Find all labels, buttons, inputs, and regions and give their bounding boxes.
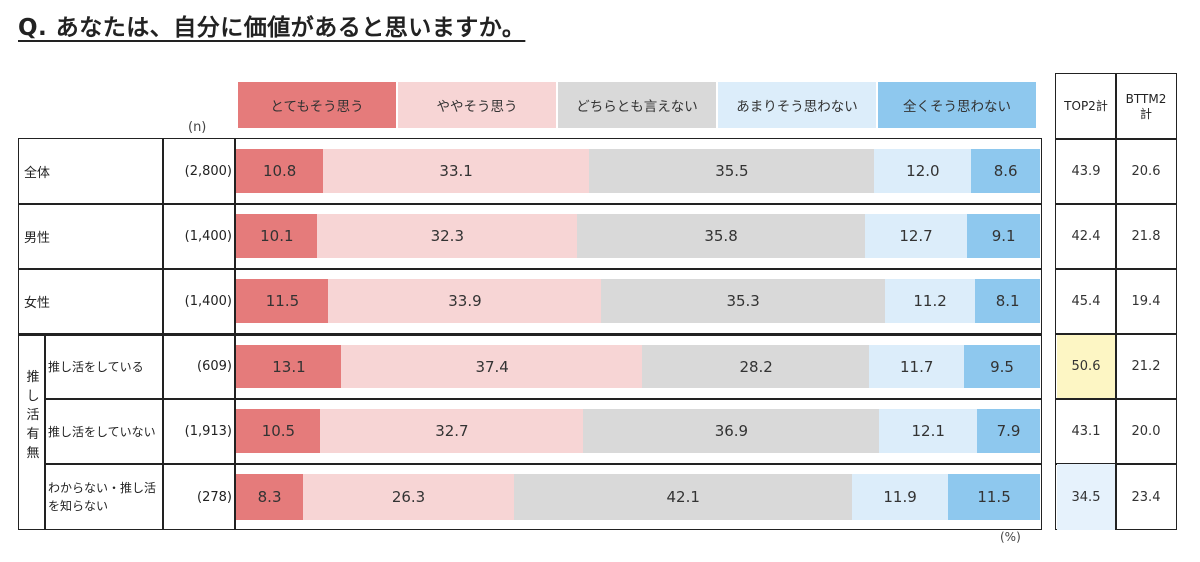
summary-row-divider — [1055, 138, 1177, 140]
top2-header: TOP2計 — [1064, 99, 1108, 113]
row-divider — [44, 463, 1042, 465]
legend-item-3: どちらとも言えない — [558, 82, 716, 128]
bttm2-value: 20.6 — [1131, 163, 1161, 179]
top2-value: 42.4 — [1071, 228, 1101, 244]
row-divider — [18, 333, 1042, 336]
row-n: (1,400) — [184, 293, 232, 309]
bar-segment: 12.1 — [879, 409, 978, 453]
bar-segment: 42.1 — [513, 474, 853, 520]
bar-segment: 12.7 — [864, 214, 968, 258]
bttm2-value: 21.8 — [1131, 228, 1161, 244]
bar-segment: 11.7 — [869, 345, 965, 388]
top2-value: 34.5 — [1057, 464, 1115, 530]
n-header: (n) — [188, 120, 207, 135]
bttm2-value: 20.0 — [1131, 423, 1161, 439]
bar-segment: 37.4 — [341, 345, 643, 388]
question-title: Q. あなたは、自分に価値があると思いますか。 — [18, 15, 526, 41]
summary-row-divider — [1055, 333, 1177, 335]
bar-segment: 11.5 — [236, 279, 329, 323]
top2-value: 43.1 — [1071, 423, 1101, 439]
top2-value: 45.4 — [1071, 293, 1101, 309]
legend-item-2: ややそう思う — [398, 82, 556, 128]
bar-segment: 8.6 — [970, 149, 1041, 193]
bar-segment: 11.5 — [947, 474, 1041, 520]
legend-item-1: とてもそう思う — [238, 82, 396, 128]
group-label: 推し活有無 — [26, 370, 40, 461]
row-divider — [18, 268, 1042, 270]
bar-segment: 9.5 — [963, 345, 1041, 388]
bttm2-value: 23.4 — [1131, 489, 1161, 505]
bar-segment: 35.3 — [601, 279, 886, 323]
legend-item-4: あまりそう思わない — [718, 82, 876, 128]
summary-row-divider — [1055, 398, 1177, 400]
bar-segment: 32.3 — [317, 214, 578, 258]
top2-value: 43.9 — [1071, 163, 1101, 179]
bar-segment: 11.9 — [852, 474, 949, 520]
col-divider — [44, 334, 46, 530]
bar-segment: 28.2 — [642, 345, 870, 388]
summary-row-divider — [1055, 203, 1177, 205]
bar-segment: 35.5 — [588, 149, 875, 193]
row-n: (1,913) — [184, 423, 232, 439]
col-divider — [162, 138, 164, 530]
legend-item-5: 全くそう思わない — [878, 82, 1036, 128]
row-divider — [44, 398, 1042, 400]
bar-segment: 13.1 — [236, 345, 342, 388]
top2-value: 50.6 — [1057, 335, 1115, 398]
bar-segment: 10.1 — [236, 214, 318, 258]
unit-label: (%) — [1000, 530, 1021, 544]
bar-segment: 33.9 — [328, 279, 602, 323]
row-label: わからない・推し活 を知らない — [48, 464, 156, 530]
bar-segment: 32.7 — [320, 409, 584, 453]
bar-segment: 36.9 — [582, 409, 880, 453]
bar-segment: 12.0 — [874, 149, 972, 193]
bar-segment: 11.2 — [884, 279, 976, 323]
bttm2-value: 21.2 — [1131, 359, 1161, 374]
bar-segment: 10.8 — [236, 149, 324, 193]
bar-segment: 26.3 — [302, 474, 515, 520]
bar-segment: 8.3 — [236, 474, 304, 520]
row-n: (2,800) — [184, 163, 232, 179]
row-label: 推し活をしている — [48, 360, 144, 374]
bar-segment: 8.1 — [974, 279, 1041, 323]
summary-row-divider — [1055, 463, 1177, 465]
row-label-line: を知らない — [48, 499, 109, 513]
row-n: (1,400) — [184, 228, 232, 244]
bar-segment: 9.1 — [966, 214, 1041, 258]
row-divider — [18, 203, 1042, 205]
col-divider — [234, 138, 236, 530]
bttm2-header: BTTM2計 — [1125, 91, 1167, 121]
bar-segment: 10.5 — [236, 409, 321, 453]
bttm2-value: 19.4 — [1131, 293, 1161, 309]
row-label: 推し活をしていない — [48, 424, 156, 439]
row-n: (278) — [197, 489, 232, 505]
row-n: (609) — [197, 359, 232, 374]
bar-segment: 33.1 — [322, 149, 590, 193]
bar-segment: 35.8 — [576, 214, 866, 258]
row-label-line: わからない・推し活 — [48, 481, 157, 495]
summary-row-divider — [1055, 268, 1177, 270]
row-label: 男性 — [24, 230, 51, 246]
summary-col-divider — [1115, 73, 1117, 530]
row-label: 全体 — [24, 165, 51, 181]
row-label: 女性 — [24, 295, 51, 311]
bar-segment: 7.9 — [976, 409, 1041, 453]
